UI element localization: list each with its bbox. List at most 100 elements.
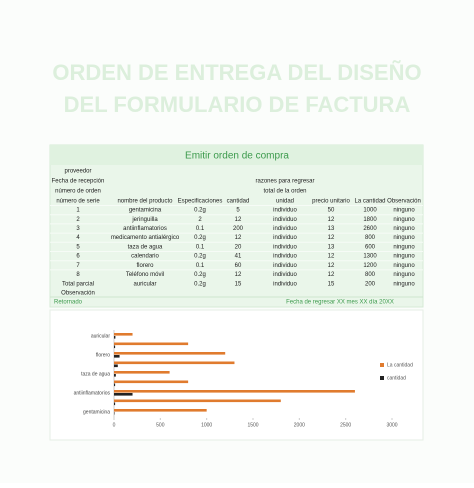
column-header: número de serie bbox=[56, 199, 100, 205]
table-cell: individuo bbox=[273, 217, 297, 223]
table-cell: ninguno bbox=[393, 244, 415, 250]
bar bbox=[114, 390, 355, 393]
legend-label: La cantidad bbox=[387, 362, 413, 368]
subtotal-cell: 0.2g bbox=[194, 282, 206, 288]
info-label: Fecha de recepción bbox=[52, 179, 105, 185]
info-label: proveedor bbox=[64, 169, 91, 175]
table-cell: 12 bbox=[235, 235, 242, 241]
table-cell: calendario bbox=[131, 254, 159, 260]
y-tick-label: gentamicina bbox=[83, 409, 110, 415]
x-tick-label: 2500 bbox=[340, 422, 351, 428]
info-label: razones para regresar bbox=[255, 179, 314, 185]
table-cell: individuo bbox=[273, 208, 297, 214]
table-cell: ninguno bbox=[393, 208, 415, 214]
title-line: ORDEN DE ENTREGA DEL DISEÑO bbox=[52, 60, 421, 85]
table-cell: 0.2g bbox=[194, 208, 206, 214]
table-cell: antiinflamatorios bbox=[123, 226, 167, 232]
legend-label: cantidad bbox=[387, 375, 406, 381]
bar bbox=[114, 381, 188, 384]
table-cell: 50 bbox=[328, 208, 335, 214]
x-tick-label: 2000 bbox=[294, 422, 305, 428]
table-cell: 41 bbox=[235, 254, 242, 260]
column-header: Especificaciones bbox=[178, 199, 223, 205]
table-cell: 12 bbox=[328, 254, 335, 260]
subtotal-cell: individuo bbox=[273, 282, 297, 288]
column-header: unidad bbox=[276, 199, 294, 205]
table-cell: 600 bbox=[365, 244, 376, 250]
table-cell: jeringuilla bbox=[131, 217, 158, 223]
table-cell: ninguno bbox=[393, 217, 415, 223]
table-cell: 0.2g bbox=[194, 235, 206, 241]
table-cell: 200 bbox=[233, 226, 244, 232]
bar bbox=[114, 333, 133, 336]
table-cell: 1000 bbox=[363, 208, 377, 214]
table-cell: 0.1 bbox=[196, 226, 205, 232]
table-cell: 12 bbox=[328, 263, 335, 269]
bar bbox=[114, 343, 188, 346]
table-cell: 1800 bbox=[363, 217, 377, 223]
footer-left: Retornado bbox=[54, 300, 83, 306]
table-cell: 2600 bbox=[363, 226, 377, 232]
table-cell: 12 bbox=[328, 235, 335, 241]
table-cell: 13 bbox=[328, 226, 335, 232]
bar bbox=[114, 400, 281, 403]
legend-swatch bbox=[380, 363, 384, 367]
x-tick-label: 1000 bbox=[201, 422, 212, 428]
bar bbox=[114, 384, 115, 387]
table-cell: 12 bbox=[235, 217, 242, 223]
table-cell: 0.2g bbox=[194, 272, 206, 278]
subtotal-cell: 15 bbox=[328, 282, 335, 288]
table-cell: ninguno bbox=[393, 263, 415, 269]
column-header: cantidad bbox=[227, 199, 250, 205]
subtotal-cell: auricular bbox=[133, 282, 156, 288]
table-cell: 1300 bbox=[363, 254, 377, 260]
observation-label: Observación bbox=[61, 291, 95, 297]
table-cell: medicamento antialérgico bbox=[111, 235, 180, 241]
y-tick-label: auricular bbox=[91, 333, 111, 339]
table-cell: individuo bbox=[273, 244, 297, 250]
y-tick-label: antiinflamatorios bbox=[74, 390, 111, 396]
table-caption: Emitir orden de compra bbox=[185, 151, 289, 162]
table-cell: 13 bbox=[328, 244, 335, 250]
bar bbox=[114, 362, 234, 365]
table-cell: taza de agua bbox=[128, 244, 163, 250]
table-cell: individuo bbox=[273, 235, 297, 241]
table-cell: individuo bbox=[273, 254, 297, 260]
table-cell: 0.1 bbox=[196, 244, 205, 250]
x-tick-label: 0 bbox=[113, 422, 116, 428]
y-tick-label: taza de agua bbox=[81, 371, 110, 377]
bar bbox=[114, 346, 115, 349]
footer-right: Fecha de regresar XX mes XX día 20XX bbox=[286, 300, 394, 306]
table-cell: gentamicina bbox=[129, 208, 162, 214]
bar bbox=[114, 393, 133, 396]
table-cell: 20 bbox=[235, 244, 242, 250]
table-cell: ninguno bbox=[393, 254, 415, 260]
bar bbox=[114, 365, 118, 368]
column-header: precio unitario bbox=[312, 199, 350, 205]
table-cell: 800 bbox=[365, 235, 376, 241]
table-cell: ninguno bbox=[393, 226, 415, 232]
x-tick-label: 3000 bbox=[386, 422, 397, 428]
column-header: La cantidad bbox=[354, 199, 385, 205]
subtotal-cell: 15 bbox=[235, 282, 242, 288]
table-cell: florero bbox=[136, 263, 154, 269]
bar bbox=[114, 371, 170, 374]
table-cell: 800 bbox=[365, 272, 376, 278]
subtotal-cell: 200 bbox=[365, 282, 376, 288]
table-cell: ninguno bbox=[393, 235, 415, 241]
bar bbox=[114, 336, 115, 339]
bar bbox=[114, 352, 225, 355]
title-line: DEL FORMULARIO DE FACTURA bbox=[64, 92, 411, 117]
subtotal-cell: ninguno bbox=[393, 282, 415, 288]
legend-swatch bbox=[380, 376, 384, 380]
bar bbox=[114, 374, 116, 377]
subtotal-cell: Total parcial bbox=[62, 282, 94, 288]
table-cell: 12 bbox=[328, 217, 335, 223]
y-tick-label: florero bbox=[96, 352, 110, 358]
bar bbox=[114, 409, 207, 412]
table-cell: 12 bbox=[235, 272, 242, 278]
table-cell: 0.1 bbox=[196, 263, 205, 269]
table-cell: individuo bbox=[273, 272, 297, 278]
bar bbox=[114, 355, 120, 358]
